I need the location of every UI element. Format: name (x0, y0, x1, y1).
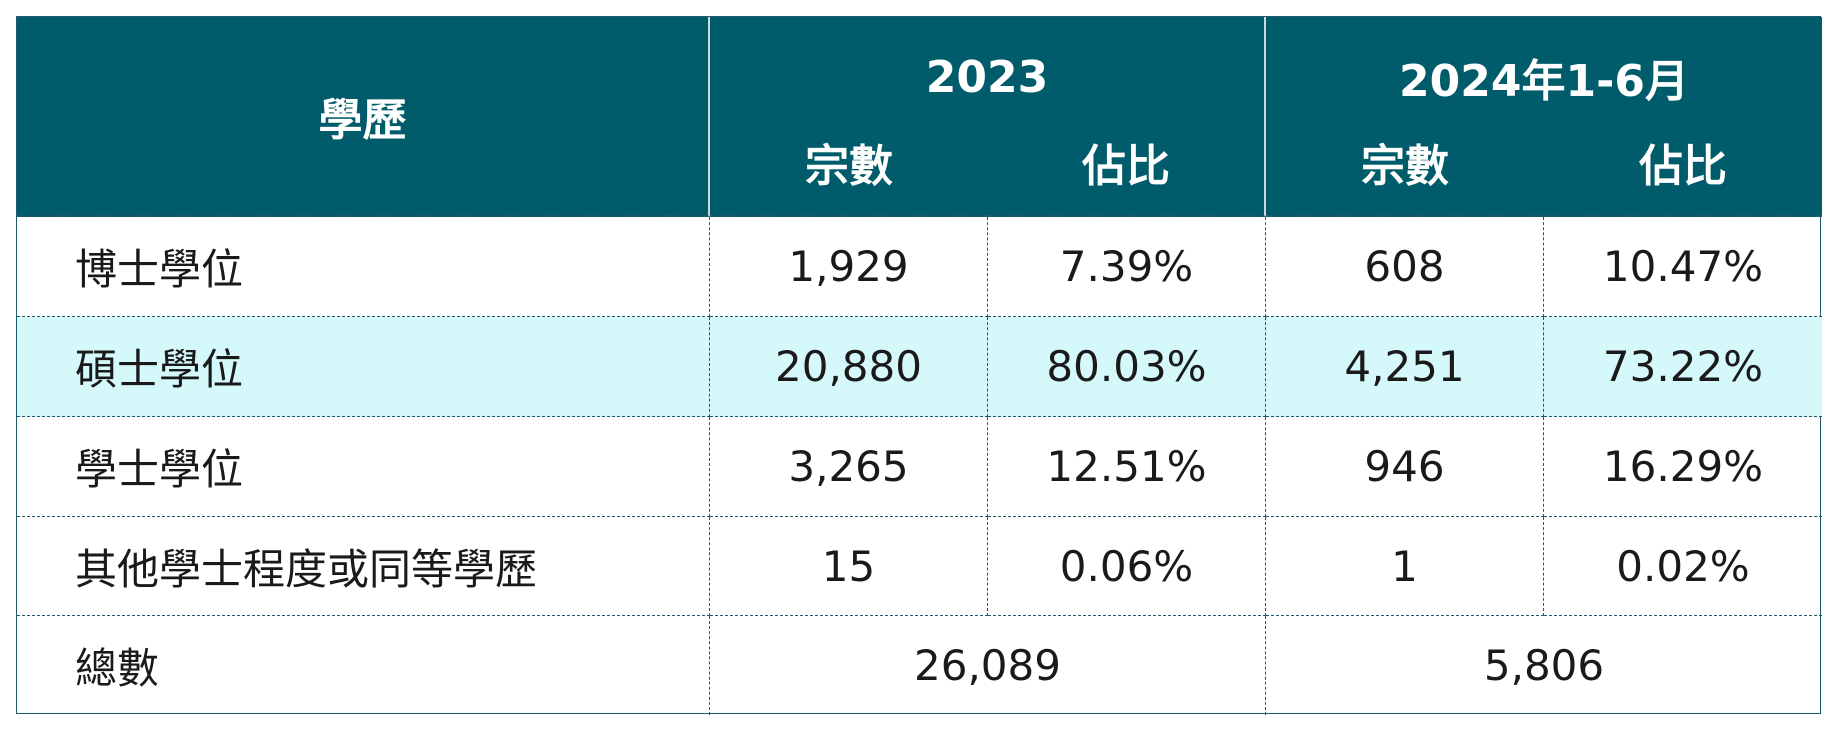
header-count-2023: 宗數 (710, 117, 988, 217)
cell-share-2023-bachelor: 12.51% (988, 417, 1266, 517)
cell-share-2023-doctorate: 7.39% (988, 217, 1266, 317)
education-statistics-table: 學歷 2023 2024年1-6月 宗數 佔比 宗數 佔比 博士學位 1,929… (16, 16, 1822, 715)
cell-count-2023-other: 15 (710, 517, 988, 616)
row-label-doctorate: 博士學位 (17, 217, 710, 317)
cell-share-2024-bachelor: 16.29% (1544, 417, 1822, 517)
header-share-2023: 佔比 (988, 117, 1266, 217)
header-count-2024: 宗數 (1266, 117, 1544, 217)
header-education: 學歷 (17, 17, 710, 217)
header-year-2023: 2023 (710, 17, 1266, 117)
row-label-bachelor: 學士學位 (17, 417, 710, 517)
cell-count-2023-masters: 20,880 (710, 317, 988, 417)
cell-count-2024-other: 1 (1266, 517, 1544, 616)
cell-count-2023-doctorate: 1,929 (710, 217, 988, 317)
row-label-masters: 碩士學位 (17, 317, 710, 417)
cell-share-2024-other: 0.02% (1544, 517, 1822, 616)
row-label-total: 總數 (17, 616, 710, 715)
cell-count-2024-masters: 4,251 (1266, 317, 1544, 417)
cell-share-2024-doctorate: 10.47% (1544, 217, 1822, 317)
cell-share-2023-masters: 80.03% (988, 317, 1266, 417)
cell-total-2024: 5,806 (1483, 641, 1605, 690)
cell-share-2024-masters: 73.22% (1544, 317, 1822, 417)
header-share-2024: 佔比 (1544, 117, 1822, 217)
cell-count-2024-doctorate: 608 (1266, 217, 1544, 317)
row-label-other: 其他學士程度或同等學歷 (17, 517, 710, 616)
header-year-2024: 2024年1-6月 (1266, 17, 1822, 117)
cell-share-2023-other: 0.06% (988, 517, 1266, 616)
cell-total-2023: 26,089 (710, 616, 1266, 715)
cell-count-2023-bachelor: 3,265 (710, 417, 988, 517)
cell-count-2024-bachelor: 946 (1266, 417, 1544, 517)
